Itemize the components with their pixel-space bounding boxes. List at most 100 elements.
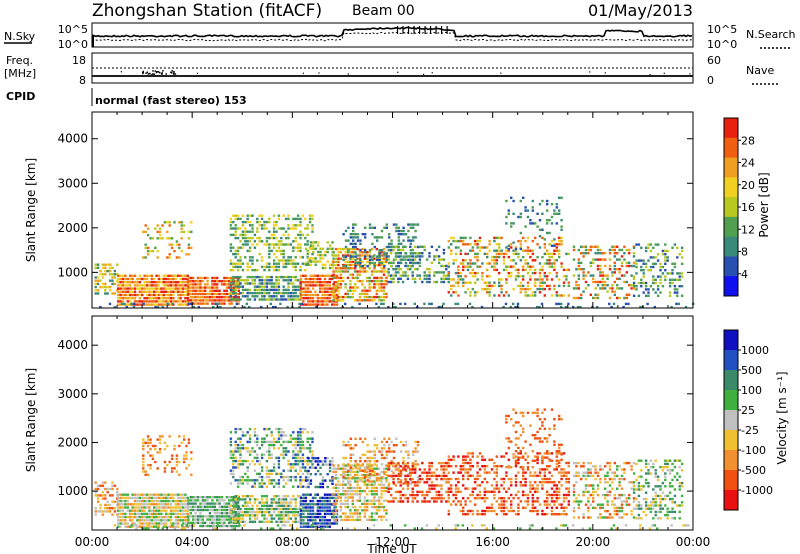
heatmap-cell (555, 222, 558, 225)
heatmap-cell (248, 246, 252, 249)
heatmap-cell (301, 485, 305, 488)
heatmap-cell (307, 506, 310, 509)
heatmap-cell (414, 460, 417, 463)
heatmap-cell (117, 293, 120, 297)
heatmap-cell (344, 456, 348, 460)
heatmap-cell (289, 291, 293, 295)
heatmap-cell (414, 447, 417, 450)
heatmap-cell (111, 276, 114, 279)
heatmap-cell (376, 255, 379, 258)
heatmap-cell (577, 284, 580, 287)
heatmap-cell (376, 447, 379, 450)
heatmap-cell (294, 507, 297, 511)
heatmap-cell (236, 463, 240, 466)
heatmap-cell (201, 276, 204, 280)
heatmap-cell (349, 286, 352, 289)
heatmap-cell (302, 281, 305, 284)
heatmap-cell (277, 265, 281, 269)
heatmap-cell (413, 484, 417, 487)
heatmap-cell (124, 506, 127, 509)
heatmap-cell (596, 245, 600, 248)
heatmap-cell (332, 512, 335, 515)
heatmap-cell (168, 237, 171, 240)
heatmap-cell (268, 279, 271, 282)
heatmap-cell (339, 295, 342, 299)
heatmap-cell (445, 461, 448, 465)
heatmap-cell (616, 296, 619, 300)
heatmap-cell (206, 505, 209, 508)
heatmap-cell (190, 457, 193, 460)
heatmap-cell (138, 303, 141, 306)
heatmap-cell (163, 441, 167, 444)
heatmap-cell (412, 258, 415, 261)
heatmap-cell (282, 504, 285, 507)
heatmap-cell (382, 283, 386, 286)
heatmap-cell (175, 256, 179, 259)
heatmap-cell (185, 454, 188, 457)
heatmap-cell (138, 290, 141, 293)
heatmap-cell (299, 479, 302, 482)
heatmap-cell (613, 271, 616, 274)
heatmap-cell (133, 287, 137, 290)
heatmap-cell (287, 291, 290, 295)
heatmap-cell (411, 481, 414, 484)
heatmap-cell (344, 245, 348, 249)
heatmap-cell (146, 249, 150, 253)
heatmap-cell (334, 260, 338, 264)
heatmap-cell (206, 286, 209, 289)
heatmap-cell (380, 289, 383, 292)
heatmap-cell (299, 249, 302, 253)
heatmap-cell (165, 496, 168, 500)
heatmap-cell (592, 258, 595, 261)
heatmap-cell (323, 297, 327, 300)
heatmap-cell (272, 252, 276, 256)
heatmap-cell (131, 493, 134, 496)
heatmap-cell (541, 236, 544, 240)
heatmap-cell (236, 217, 240, 221)
heatmap-cell (346, 480, 350, 483)
heatmap-cell (351, 276, 354, 280)
heatmap-cell (342, 518, 345, 522)
colorbar-tick-label: 16 (741, 201, 755, 214)
heatmap-cell (481, 246, 484, 249)
heatmap-cell (241, 463, 245, 466)
heatmap-cell (302, 499, 305, 503)
heatmap-cell (519, 281, 522, 284)
heatmap-cell (459, 275, 462, 278)
heatmap-cell (323, 515, 327, 519)
heatmap-cell (584, 248, 588, 252)
heatmap-cell (216, 521, 219, 524)
heatmap-cell (272, 265, 276, 269)
heatmap-cell (108, 266, 112, 270)
heatmap-cell (397, 233, 400, 236)
heatmap-cell (189, 283, 192, 286)
heatmap-cell (378, 450, 381, 453)
heatmap-cell (543, 252, 546, 256)
heatmap-cell (106, 285, 109, 289)
heatmap-cell (469, 249, 472, 252)
heatmap-cell (150, 515, 153, 519)
heatmap-cell (253, 240, 257, 243)
heatmap-cell (270, 507, 273, 511)
heatmap-cell (220, 505, 224, 508)
heatmap-cell (248, 298, 252, 301)
heatmap-cell (194, 296, 197, 299)
heatmap-cell (148, 290, 151, 293)
heatmap-cell (225, 512, 228, 515)
heatmap-cell (148, 525, 151, 528)
heatmap-cell (311, 512, 315, 516)
heatmap-cell (165, 493, 168, 496)
heatmap-cell (500, 284, 503, 288)
heatmap-cell (143, 506, 146, 509)
heatmap-cell (256, 243, 259, 246)
heatmap-cell (172, 274, 175, 277)
heatmap-cell (368, 251, 371, 254)
heatmap-cell (447, 513, 450, 516)
heatmap-cell (378, 236, 381, 239)
heatmap-cell (587, 248, 590, 252)
heatmap-cell (584, 280, 588, 284)
heatmap-cell (265, 220, 269, 224)
heatmap-cell (351, 267, 354, 270)
heatmap-cell (302, 512, 305, 516)
heatmap-cell (456, 302, 460, 306)
